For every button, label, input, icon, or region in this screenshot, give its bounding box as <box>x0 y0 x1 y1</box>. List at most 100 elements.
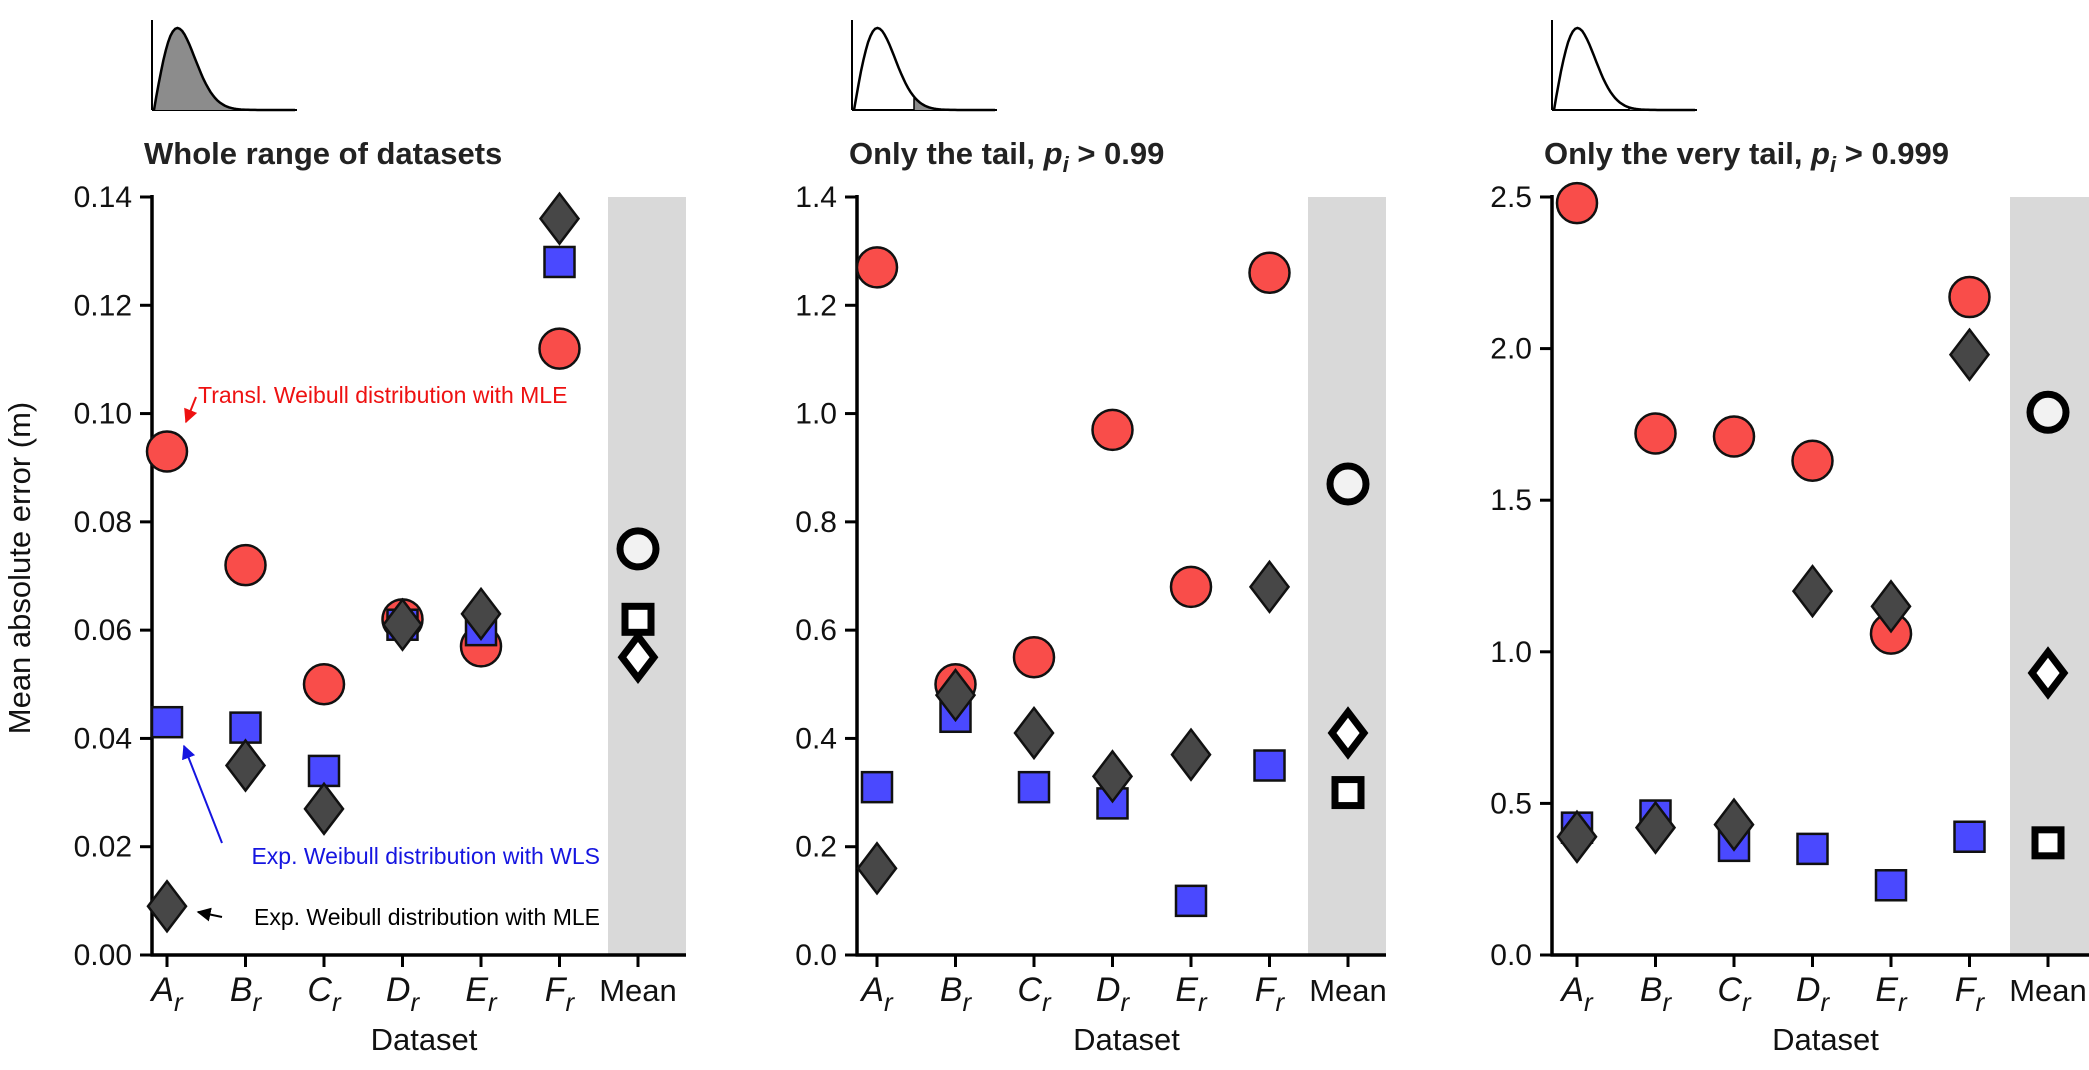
y-tick-label: 0.12 <box>74 289 132 322</box>
y-tick-label: 0.0 <box>795 939 837 972</box>
x-tick-label: Dr <box>1096 971 1131 1017</box>
x-tick-label: Cr <box>1017 971 1052 1017</box>
diamond-point <box>460 586 502 641</box>
y-tick-label: 0.5 <box>1490 787 1532 820</box>
square-point <box>860 770 894 804</box>
panel-tail: Only the tail, pi > 0.99 0.0 0.2 0.4 0.6 0.8 1… <box>795 20 1387 1057</box>
annotation-exp-weibull-mle: Exp. Weibull distribution with MLE <box>196 904 600 930</box>
panel-very-tail: Only the very tail, pi > 0.999 0.0 0.5 1.0 1… <box>1490 20 2089 1057</box>
y-tick-label: 1.0 <box>1490 636 1532 669</box>
x-tick-label: Er <box>1875 971 1908 1017</box>
diamond-point <box>381 597 424 652</box>
x-tick-label: Dr <box>386 971 421 1017</box>
y-tick-label: 0.14 <box>74 181 132 214</box>
diamond-point <box>1713 797 1755 852</box>
panel-whole-range: Whole range of datasets 0.00 0.02 0.04 0.06 0… <box>74 20 686 1057</box>
square-point <box>1874 869 1908 902</box>
x-tick-label: Dr <box>1796 971 1831 1017</box>
x-tick-label: Ar <box>859 971 894 1017</box>
y-tick-label: 1.4 <box>795 181 837 214</box>
circle-point <box>145 430 189 473</box>
x-tick-label: Cr <box>1717 971 1752 1017</box>
mean-circle-point <box>2026 390 2070 434</box>
annotation-transl-weibull-mle: Transl. Weibull distribution with MLE <box>184 382 567 424</box>
square-point <box>1253 749 1286 782</box>
diamond-point <box>856 841 898 896</box>
circle-point <box>1712 415 1756 458</box>
diamond-point <box>1948 327 1991 382</box>
circle-point <box>1012 635 1056 679</box>
inset-density-curve <box>852 26 995 112</box>
x-axis-label: Dataset <box>1772 1022 1879 1057</box>
y-tick-label: 0.6 <box>795 614 837 647</box>
square-point <box>1174 884 1208 918</box>
square-point <box>150 705 184 739</box>
diamond-point <box>1556 809 1598 864</box>
circle-point <box>1091 408 1134 452</box>
mean-square-point <box>2031 826 2065 860</box>
mean-shaded-band <box>608 197 686 955</box>
diamond-point <box>303 781 345 836</box>
inset-shaded-tail <box>914 98 995 110</box>
circle-point <box>538 327 581 370</box>
x-tick-label: Fr <box>1255 971 1286 1017</box>
svg-text:Transl. Weibull distribution w: Transl. Weibull distribution with MLE <box>198 382 567 408</box>
square-point <box>1796 832 1829 866</box>
mean-diamond-point <box>617 630 659 684</box>
circle-point <box>1948 275 1991 319</box>
square-point <box>1953 820 1986 854</box>
diamond-point <box>934 668 977 723</box>
y-tick-label: 0.08 <box>74 506 132 539</box>
mean-circle-point <box>1326 462 1370 506</box>
circle-point <box>1169 565 1213 609</box>
inset-density-curve <box>1552 26 1695 112</box>
panel-title: Only the tail, pi > 0.99 <box>849 136 1164 177</box>
x-tick-label: Br <box>940 971 973 1017</box>
svg-text:Exp. Weibull distribution with: Exp. Weibull distribution with WLS <box>251 843 600 869</box>
x-axis-label: Dataset <box>1073 1022 1180 1057</box>
diamond-point <box>1870 579 1912 634</box>
panel-title: Only the very tail, pi > 0.999 <box>1544 136 1949 177</box>
x-tick-label: Fr <box>545 971 576 1017</box>
diamond-point <box>1791 564 1834 619</box>
circle-point <box>302 663 346 706</box>
circle-point <box>1248 251 1291 295</box>
inset-density-curve <box>152 26 295 112</box>
x-axis-label: Dataset <box>371 1022 478 1057</box>
diamond-point <box>1091 749 1134 804</box>
diamond-point <box>224 738 267 793</box>
mean-diamond-point <box>1327 706 1369 760</box>
square-point <box>229 711 262 744</box>
diamond-point <box>538 191 581 246</box>
x-tick-label: Br <box>230 971 263 1017</box>
mean-circle-point <box>616 527 660 571</box>
diamond-point <box>1013 705 1055 761</box>
x-tick-label: Mean <box>2009 973 2087 1008</box>
x-tick-label: Er <box>465 971 498 1017</box>
y-tick-label: 0.2 <box>795 831 837 864</box>
y-tick-label: 0.06 <box>74 614 132 647</box>
y-tick-label: 0.4 <box>795 722 837 755</box>
x-tick-label: Fr <box>1955 971 1986 1017</box>
circle-point <box>855 246 899 289</box>
x-tick-label: Ar <box>1559 971 1594 1017</box>
y-tick-label: 0.04 <box>74 722 132 755</box>
inset-shaded-area <box>154 28 295 110</box>
x-tick-label: Br <box>1640 971 1673 1017</box>
y-tick-label: 2.0 <box>1490 333 1532 366</box>
x-tick-label: Cr <box>307 971 342 1017</box>
diamond-point <box>146 879 188 934</box>
circle-point <box>1555 181 1599 225</box>
y-tick-label: 1.5 <box>1490 484 1532 517</box>
y-tick-label: 1.0 <box>795 398 837 431</box>
diamond-point <box>1634 800 1677 855</box>
mean-square-point <box>1331 776 1365 810</box>
circle-point <box>1791 439 1834 483</box>
x-tick-label: Ar <box>149 971 184 1017</box>
square-point <box>1017 770 1051 804</box>
mean-shaded-band <box>1308 197 1386 955</box>
y-tick-label: 2.5 <box>1490 181 1532 214</box>
svg-text:Exp. Weibull distribution with: Exp. Weibull distribution with MLE <box>254 904 600 930</box>
